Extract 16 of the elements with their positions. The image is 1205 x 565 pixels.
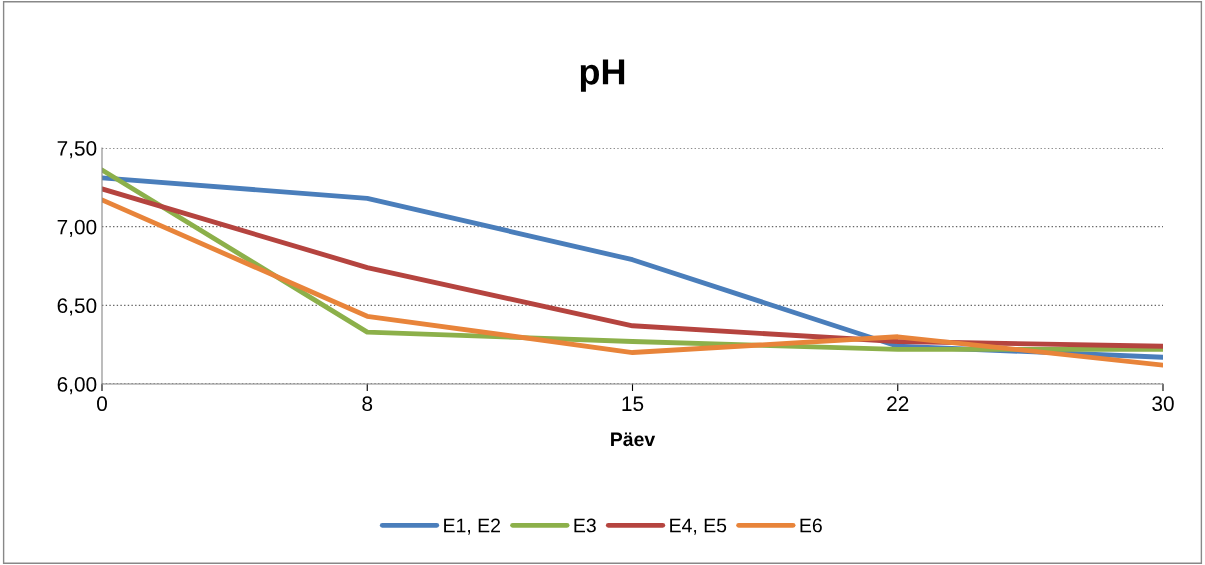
- line-series: [102, 197, 1163, 368]
- legend-label: E1, E2: [444, 518, 500, 535]
- legend-label: E4, E5: [670, 518, 727, 535]
- legend-label: E6: [800, 518, 822, 533]
- x-axis-title: Päev: [611, 432, 656, 447]
- x-tick-label: 30: [1152, 396, 1174, 412]
- x-tick-label: 22: [887, 396, 909, 411]
- y-tick-label: 7,50: [57, 141, 97, 159]
- y-tick-label: 7,00: [57, 219, 97, 237]
- x-tick-label: 0: [97, 396, 107, 412]
- chart-title: pH: [580, 59, 625, 92]
- y-tick-label: 6,00: [57, 377, 97, 395]
- x-tick-label: 8: [362, 396, 373, 412]
- legend-label: E3: [574, 518, 596, 533]
- x-tick-label: 15: [622, 396, 644, 412]
- y-tick-label: 6,50: [57, 298, 97, 316]
